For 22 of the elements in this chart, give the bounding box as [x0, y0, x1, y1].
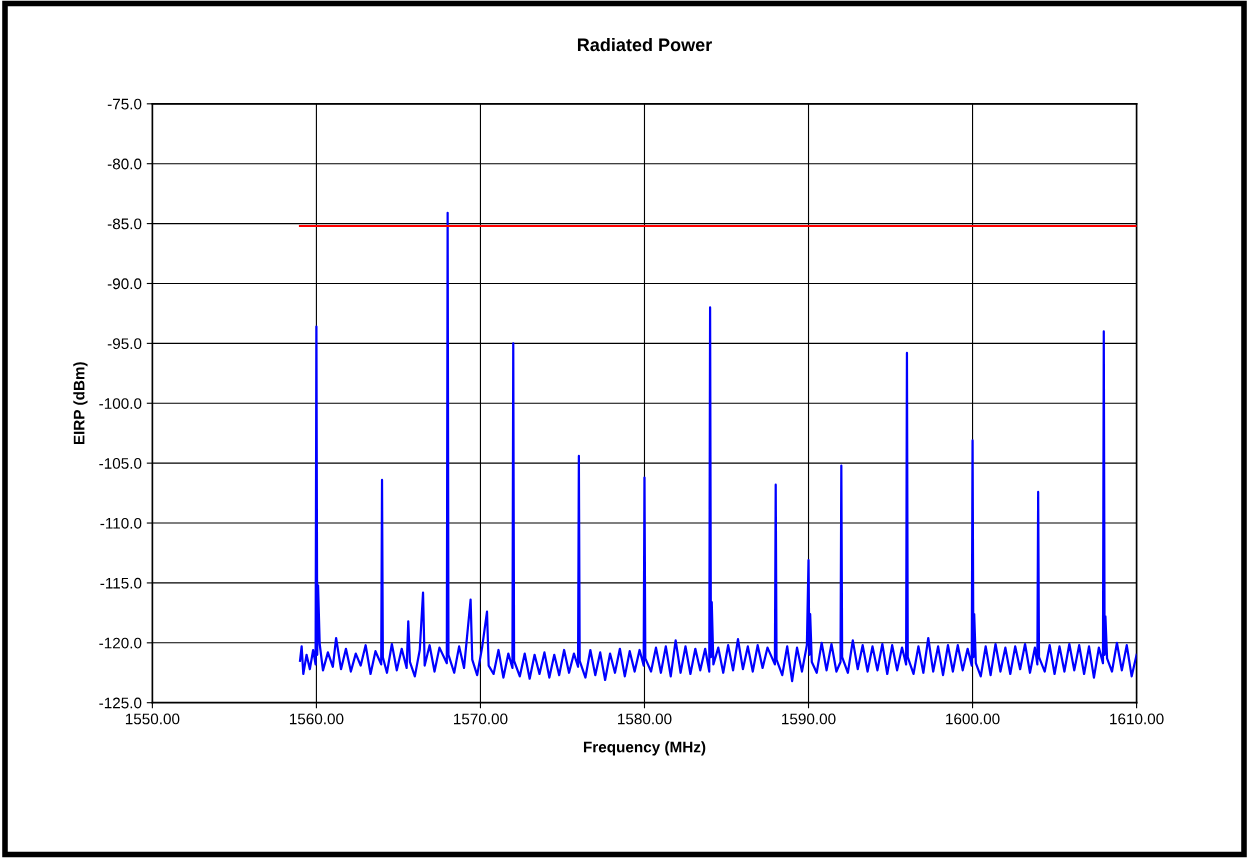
y-tick-label: -80.0	[107, 158, 142, 170]
x-tick-label: 1550.00	[125, 713, 180, 725]
y-tick-label: -95.0	[107, 338, 142, 350]
y-tick-label: -110.0	[100, 517, 142, 529]
chart-title: Radiated Power	[577, 37, 712, 52]
x-tick-label: 1610.00	[1110, 713, 1164, 725]
y-tick-label: -105.0	[99, 458, 142, 469]
y-tick-label: -100.0	[99, 398, 142, 409]
x-tick-label: 1570.00	[454, 713, 508, 725]
y-tick-label: -115.0	[100, 577, 142, 589]
y-tick-label: -125.0	[99, 697, 142, 709]
x-axis-title: Frequency (MHz)	[583, 741, 706, 756]
line-series	[298, 211, 1137, 683]
y-tick-label: -85.0	[107, 218, 142, 230]
x-tick-label: 1590.00	[782, 713, 836, 725]
y-tick-label: -75.0	[107, 98, 142, 110]
x-tick-label: 1600.00	[946, 713, 1000, 725]
y-tick-label: -90.0	[107, 278, 142, 290]
y-axis-title: EIRP (dBm)	[73, 362, 88, 445]
x-tick-label: 1560.00	[289, 713, 344, 725]
x-tick-label: 1580.00	[618, 713, 672, 725]
y-tick-label: -120.0	[99, 637, 142, 649]
